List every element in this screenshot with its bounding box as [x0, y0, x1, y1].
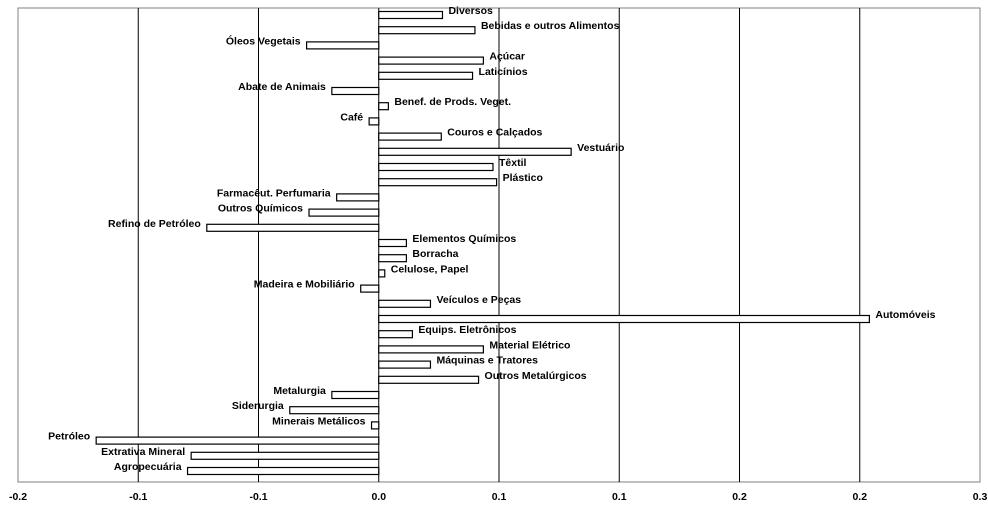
bar-label: Têxtil	[499, 157, 527, 169]
bar	[378, 299, 432, 308]
bar	[378, 26, 476, 35]
bar-label: Outros Metalúrgicos	[485, 370, 587, 382]
bar-label: Abate de Animais	[238, 81, 326, 93]
bar-label: Plástico	[503, 172, 543, 184]
bar	[308, 208, 380, 217]
bar-label: Elementos Químicos	[412, 233, 516, 245]
x-tick-label: -0.1	[129, 491, 147, 503]
bar-label: Óleos Vegetais	[226, 34, 301, 47]
bar	[378, 162, 494, 172]
bar-label: Madeira e Mobiliário	[254, 279, 355, 291]
x-tick-label: -0.2	[9, 491, 27, 503]
bar-label: Diversos	[448, 5, 493, 17]
bar-label: Equips. Eletrônicos	[418, 324, 516, 336]
bar-label: Agropecuária	[114, 461, 182, 473]
x-tick-label: 0.0	[371, 491, 386, 503]
bar	[378, 132, 442, 141]
bar	[378, 56, 484, 65]
bar	[331, 86, 380, 96]
bar	[378, 238, 408, 248]
x-tick-label: 0.1	[612, 491, 627, 503]
bars	[95, 10, 870, 476]
bar-label: Benef. de Prods. Veget.	[394, 96, 511, 108]
bar-label: Café	[340, 111, 363, 123]
bar	[289, 406, 380, 415]
bar-label: Couros e Calçados	[447, 127, 542, 139]
bar-label: Refino de Petróleo	[108, 218, 201, 230]
bar	[360, 284, 380, 293]
gridlines	[137, 8, 861, 482]
x-tick-label: 0.1	[492, 491, 507, 503]
bar	[368, 117, 380, 126]
bar	[378, 10, 444, 20]
bar-label: Siderurgia	[232, 400, 284, 412]
bar	[378, 254, 408, 263]
bar	[331, 390, 380, 400]
bar-label: Extrativa Mineral	[101, 446, 185, 458]
bar-label: Vestuário	[577, 142, 624, 154]
bar	[378, 314, 870, 324]
bar	[336, 193, 380, 202]
bar-label: Outros Químicos	[218, 203, 303, 215]
x-tick-label: 0.2	[852, 491, 867, 503]
bar-label: Metalurgia	[273, 385, 326, 397]
bar-label: Máquinas e Tratores	[436, 355, 538, 367]
bar	[378, 147, 572, 156]
bar-labels: Diversos Bebidas e outros Alimentos Óleos …	[48, 5, 935, 473]
bar-label: Veículos e Peças	[436, 294, 521, 306]
bar-label: Automóveis	[875, 309, 935, 321]
bar	[378, 375, 480, 384]
bar	[370, 421, 380, 430]
bar	[378, 269, 386, 278]
bar-label: Bebidas e outros Alimentos	[481, 20, 620, 32]
x-tick-label: -0.1	[249, 491, 267, 503]
bar-label: Celulose, Papel	[391, 263, 469, 275]
x-axis-tick-labels: -0.2 -0.1 -0.1 0.0 0.1 0.1 0.2 0.2 0.3	[9, 491, 987, 503]
bar-label: Farmacêut. Perfumaria	[217, 187, 331, 199]
bar-label: Borracha	[412, 248, 458, 260]
bar	[306, 41, 380, 50]
bar	[95, 436, 380, 445]
bar-label: Açúcar	[489, 51, 525, 63]
bar	[378, 71, 474, 80]
bar	[378, 345, 484, 354]
bar-label: Minerais Metálicos	[272, 415, 366, 427]
bar-label: Material Elétrico	[489, 339, 570, 351]
bar	[186, 466, 380, 476]
bar	[190, 451, 380, 460]
bar-label: Laticínios	[479, 66, 528, 78]
bar	[378, 102, 389, 111]
bar	[378, 360, 432, 369]
bar	[206, 223, 380, 232]
bar-label: Petróleo	[48, 431, 90, 443]
x-tick-label: 0.3	[973, 491, 988, 503]
bar	[378, 330, 414, 339]
x-tick-label: 0.2	[732, 491, 747, 503]
bar	[378, 178, 498, 187]
